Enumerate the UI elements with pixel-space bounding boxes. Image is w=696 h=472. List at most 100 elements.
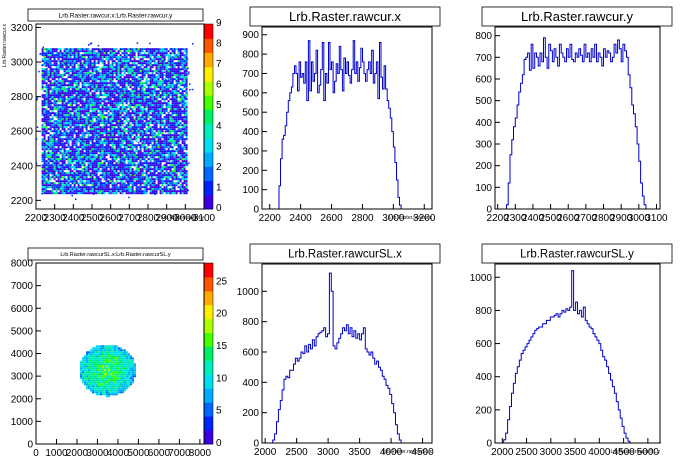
heatmap-cell <box>173 152 176 155</box>
heatmap-cell <box>101 118 104 121</box>
chart-title: Lrb.Raster.rawcur.y <box>521 9 633 24</box>
heatmap-cell <box>97 96 100 99</box>
heatmap-cell <box>115 168 118 171</box>
heatmap-cell <box>143 52 146 55</box>
heatmap-cell <box>101 94 104 97</box>
heatmap-cell <box>177 102 180 105</box>
heatmap-cell <box>59 100 62 103</box>
heatmap-cell <box>83 182 86 185</box>
heatmap-cell <box>119 88 122 91</box>
heatmap-cell <box>155 104 158 107</box>
heatmap-cell <box>89 43 92 45</box>
heatmap-cell <box>139 62 142 65</box>
heatmap-cell <box>127 66 130 69</box>
heatmap-cell <box>143 126 146 129</box>
heatmap-cell <box>55 80 58 83</box>
chart-title: Lrb.Raster.rawcur.x:Lrb.Raster.rawcur.y <box>59 12 174 19</box>
heatmap-cell <box>91 148 94 151</box>
heatmap-cell <box>167 162 170 165</box>
heatmap-cell <box>83 80 86 83</box>
heatmap-cell <box>51 182 54 185</box>
heatmap-cell <box>97 60 100 63</box>
heatmap-cell <box>43 144 46 147</box>
heatmap-cell <box>179 144 182 147</box>
heatmap-cell <box>157 160 160 163</box>
heatmap-cell <box>99 110 102 113</box>
heatmap-cell <box>41 106 44 109</box>
heatmap-cell <box>85 58 88 61</box>
heatmap-cell <box>107 162 110 165</box>
heatmap-cell <box>59 188 62 191</box>
heatmap-cell <box>45 152 48 155</box>
heatmap-cell <box>157 76 160 79</box>
heatmap-cell <box>117 120 120 123</box>
heatmap-cell <box>137 118 140 121</box>
heatmap-cell <box>55 70 58 73</box>
heatmap-cell <box>151 52 154 55</box>
heatmap-cell <box>71 48 74 51</box>
heatmap-cell <box>57 120 60 123</box>
heatmap-cell <box>89 76 92 79</box>
heatmap-cell <box>93 56 96 59</box>
heatmap-cell <box>165 86 168 89</box>
heatmap-cell <box>43 158 46 161</box>
heatmap-cell <box>171 118 174 121</box>
heatmap-cell <box>85 116 88 119</box>
heatmap-cell <box>141 94 144 97</box>
heatmap-cell <box>169 98 172 101</box>
heatmap-cell <box>67 146 70 149</box>
heatmap-cell <box>44 53 47 56</box>
heatmap-cell <box>177 166 180 169</box>
heatmap-cell <box>119 58 122 61</box>
heatmap-cell <box>49 164 52 167</box>
heatmap-cell <box>147 72 150 75</box>
heatmap-cell <box>149 156 152 159</box>
heatmap-cell <box>97 104 100 107</box>
heatmap-cell <box>71 122 74 125</box>
heatmap-cell <box>113 186 116 189</box>
heatmap-cell <box>65 88 68 91</box>
heatmap-cell <box>67 182 70 185</box>
heatmap-cell <box>65 182 68 185</box>
heatmap-cell <box>113 182 116 185</box>
heatmap-cell <box>55 192 58 195</box>
heatmap-cell <box>173 64 176 67</box>
heatmap-cell <box>59 88 62 91</box>
heatmap-cell <box>155 120 158 123</box>
heatmap-cell <box>127 174 130 177</box>
heatmap-cell <box>129 138 132 141</box>
heatmap-cell <box>59 132 62 135</box>
heatmap-cell <box>91 56 94 59</box>
heatmap-cell <box>131 92 134 95</box>
heatmap-cell <box>57 94 60 97</box>
heatmap-cell <box>123 166 126 169</box>
heatmap-cell <box>129 84 132 87</box>
heatmap-cell <box>169 192 172 195</box>
heatmap-cell <box>135 50 138 53</box>
heatmap-cell <box>45 186 48 189</box>
heatmap-cell <box>105 54 108 57</box>
heatmap-cell <box>113 144 116 147</box>
heatmap-cell <box>143 86 146 89</box>
heatmap-cell <box>155 128 158 131</box>
heatmap-cell <box>81 120 84 123</box>
heatmap-cell <box>99 182 102 185</box>
heatmap-cell <box>73 66 76 69</box>
heatmap-cell <box>73 56 76 59</box>
heatmap-cell <box>127 120 130 123</box>
heatmap-cell <box>63 174 66 177</box>
heatmap-cell <box>139 86 142 89</box>
heatmap-cell <box>47 136 50 139</box>
heatmap-cell <box>121 140 124 143</box>
heatmap-cell <box>45 52 48 55</box>
heatmap-cell <box>71 90 74 93</box>
heatmap-cell <box>109 120 112 123</box>
heatmap-cell <box>175 178 178 181</box>
heatmap-cell <box>113 118 116 121</box>
heatmap-cell <box>83 74 86 77</box>
heatmap-cell <box>85 166 88 169</box>
heatmap-cell <box>105 108 108 111</box>
heatmap-cell <box>139 186 142 189</box>
heatmap-cell <box>57 132 60 135</box>
heatmap-cell <box>109 118 112 121</box>
